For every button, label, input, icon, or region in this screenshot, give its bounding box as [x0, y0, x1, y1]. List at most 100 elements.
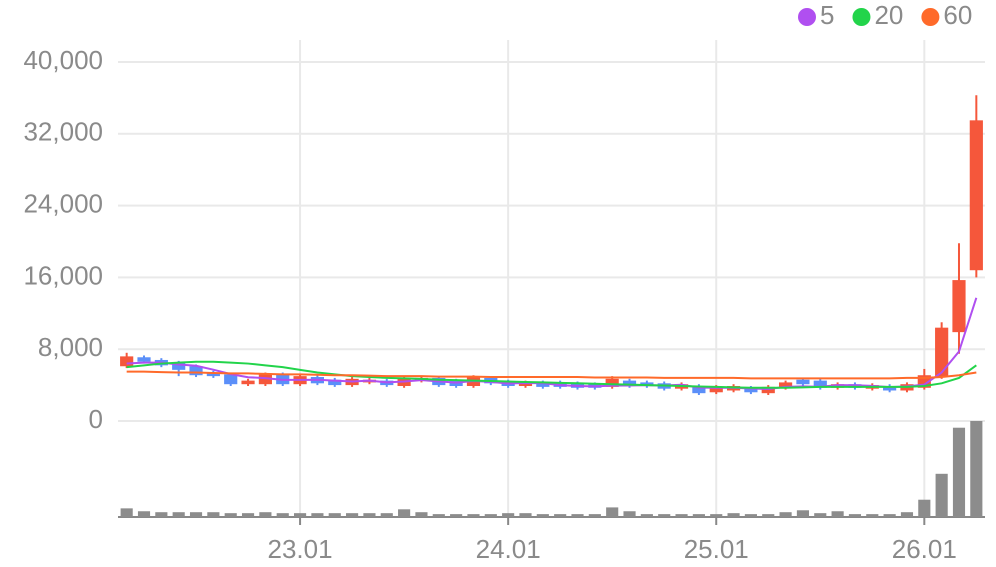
candle	[935, 322, 949, 379]
volume-bar	[571, 514, 584, 517]
volume-bar	[710, 514, 723, 517]
candle-body	[224, 374, 238, 385]
y-tick-label: 40,000	[23, 45, 103, 75]
legend-marker	[852, 8, 871, 26]
candle-body	[744, 387, 758, 393]
volume-bar	[519, 513, 532, 517]
candle-body	[518, 382, 533, 386]
x-tick-label: 23.01	[268, 534, 333, 564]
volume-bar	[675, 514, 688, 517]
volume-bar	[294, 513, 307, 517]
candle-body	[969, 120, 983, 271]
y-tick-label: 0	[89, 404, 103, 434]
candle-body	[779, 382, 793, 388]
candle-body	[883, 385, 897, 391]
volume-bar	[866, 514, 879, 517]
candle-body	[952, 280, 966, 333]
candle-body	[709, 386, 723, 393]
volume-bar	[398, 509, 411, 517]
volume-bar	[155, 512, 168, 517]
candle-body	[605, 378, 619, 387]
volume-bar	[658, 514, 671, 517]
volume-bar	[831, 511, 844, 517]
x-tick-label: 26.01	[892, 534, 957, 564]
volume-bar	[450, 514, 463, 517]
legend-label: 5	[820, 0, 834, 30]
volume-bar	[432, 514, 445, 517]
y-tick-label: 16,000	[23, 260, 103, 290]
volume-bar	[848, 514, 862, 517]
y-tick-label: 8,000	[38, 332, 103, 362]
candle-body	[120, 356, 134, 367]
volume-bar	[311, 513, 324, 517]
volume-bar	[744, 514, 757, 517]
candle-body	[137, 357, 151, 362]
volume-bar	[814, 513, 827, 517]
volume-bar	[484, 514, 497, 517]
candle	[883, 384, 897, 393]
volume-bar	[588, 514, 601, 517]
volume-bar	[363, 513, 376, 517]
candle-body	[241, 380, 255, 385]
grid	[118, 40, 985, 517]
candle-body	[692, 385, 706, 394]
volume-bar	[241, 513, 255, 517]
volume-bar	[900, 512, 914, 517]
candle-body	[206, 372, 220, 377]
candle	[969, 95, 983, 278]
volume-bar	[415, 512, 428, 517]
volume-bar	[380, 513, 393, 517]
candle-body	[935, 327, 949, 378]
volume-bar	[779, 512, 792, 517]
volume-bar	[796, 510, 809, 517]
candle	[241, 378, 255, 386]
candle-body	[622, 380, 637, 386]
candle	[952, 243, 966, 354]
volume-bar	[727, 513, 740, 517]
volume-bar	[189, 512, 203, 517]
volume-bar	[918, 499, 931, 517]
volume-bar	[970, 421, 983, 517]
volume-bar	[328, 513, 341, 517]
legend-marker	[798, 8, 816, 26]
volume-bar	[762, 514, 775, 517]
volume-bar	[224, 513, 237, 517]
y-tick-label: 32,000	[23, 117, 103, 147]
candle	[328, 377, 342, 387]
volume-bar	[935, 473, 948, 517]
candle-body	[258, 374, 272, 385]
ma-line	[126, 370, 977, 380]
volume-bar	[467, 514, 480, 517]
candle	[206, 370, 220, 378]
volume-bar	[554, 514, 567, 517]
volume-bar	[606, 507, 619, 517]
candle-body	[536, 382, 550, 387]
legend-label: 20	[874, 0, 903, 30]
volume-bar	[952, 427, 966, 517]
candle-body	[189, 366, 203, 376]
volume-bar	[259, 512, 272, 517]
candle-body	[328, 379, 342, 386]
y-tick-label: 24,000	[23, 188, 103, 218]
volume-bar	[883, 514, 896, 517]
volume-bar	[207, 512, 220, 517]
volume-bar	[502, 513, 515, 517]
volume-bar	[640, 514, 653, 517]
volume-bar	[120, 508, 133, 517]
volume-bar	[623, 511, 636, 517]
legend-marker	[921, 8, 940, 26]
volume-bar	[346, 513, 359, 517]
volume-bar	[137, 511, 151, 517]
x-tick-label: 25.01	[684, 534, 749, 564]
ma-line	[126, 360, 977, 389]
volume-bar	[536, 514, 549, 517]
x-tick-label: 24.01	[476, 534, 541, 564]
candle-body	[813, 380, 827, 388]
volume-bar	[172, 512, 185, 517]
candle	[120, 352, 134, 369]
ma-line	[126, 297, 978, 391]
legend-label: 60	[943, 0, 972, 30]
candle-body	[796, 379, 810, 385]
volume-bar	[692, 514, 705, 517]
